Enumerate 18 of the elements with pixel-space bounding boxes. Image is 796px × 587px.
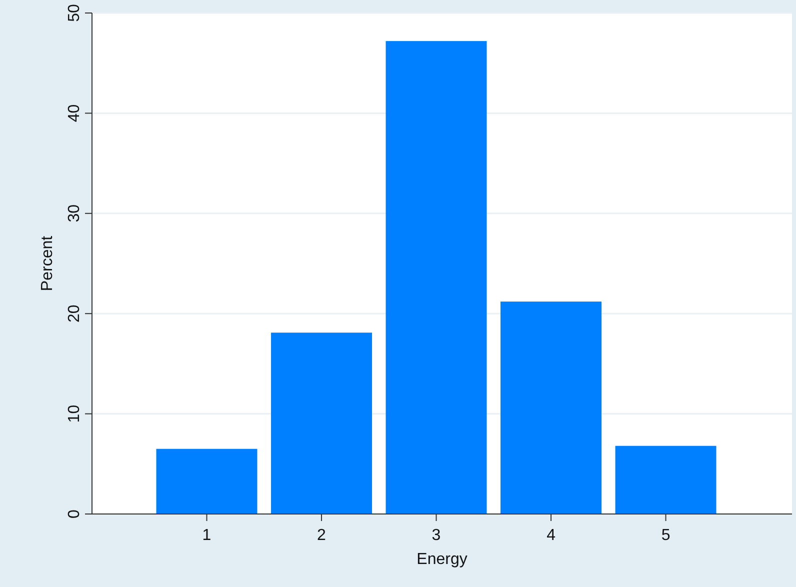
y-tick-label: 20	[66, 304, 83, 322]
bar	[500, 302, 602, 514]
x-tick-label: 3	[432, 527, 441, 544]
y-tick-label: 40	[66, 104, 83, 122]
x-tick-label: 5	[661, 527, 670, 544]
x-axis-title: Energy	[416, 551, 468, 568]
y-tick-label: 30	[66, 204, 83, 222]
bar	[386, 41, 487, 514]
x-tick-label: 2	[317, 527, 326, 544]
bar	[615, 446, 716, 514]
y-tick-label: 50	[66, 4, 83, 22]
x-tick-label: 4	[546, 527, 556, 544]
bar	[156, 448, 258, 514]
bar	[271, 332, 372, 514]
y-tick-label: 10	[66, 404, 83, 423]
x-tick-label: 1	[202, 527, 212, 544]
y-tick-label: 0	[66, 509, 83, 518]
y-axis-title: Percent	[39, 235, 56, 292]
